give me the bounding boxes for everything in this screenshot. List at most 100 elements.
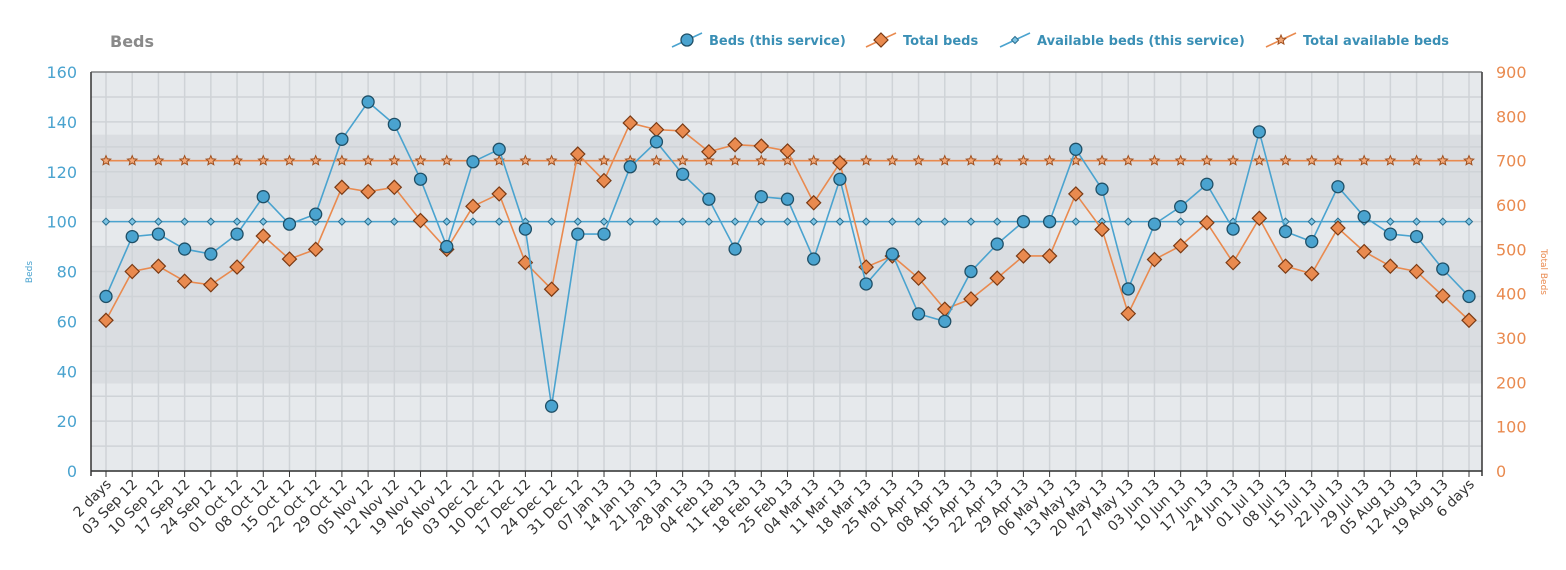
data-point bbox=[1041, 248, 1058, 264]
data-point bbox=[388, 154, 401, 166]
legend: Beds (this service) Total beds Available b… bbox=[671, 32, 1449, 49]
data-point bbox=[1434, 288, 1451, 304]
legend-label: Available beds (this service) bbox=[1037, 34, 1245, 49]
data-point bbox=[911, 307, 926, 321]
data-point bbox=[281, 251, 298, 267]
data-point bbox=[256, 190, 270, 204]
y-tick-label-left: 100 bbox=[46, 213, 77, 232]
data-point bbox=[676, 167, 690, 181]
data-point bbox=[334, 179, 350, 196]
y-tick-label-right: 200 bbox=[1496, 373, 1527, 392]
data-point bbox=[1172, 237, 1189, 254]
data-point bbox=[991, 154, 1004, 166]
data-point bbox=[1277, 258, 1294, 275]
data-point bbox=[1386, 217, 1395, 226]
legend-label: Beds (this service) bbox=[709, 34, 846, 49]
data-point bbox=[125, 229, 139, 244]
data-point bbox=[543, 281, 560, 298]
data-point bbox=[124, 263, 141, 280]
data-point bbox=[1358, 154, 1371, 166]
data-point bbox=[1199, 214, 1215, 231]
data-point bbox=[494, 217, 504, 226]
data-point bbox=[1410, 154, 1423, 166]
data-point bbox=[1122, 154, 1135, 166]
data-point bbox=[701, 143, 717, 160]
data-point bbox=[1383, 227, 1398, 241]
data-point bbox=[938, 314, 952, 329]
data-point bbox=[835, 217, 845, 226]
y-tick-label-left: 160 bbox=[46, 63, 77, 82]
data-point bbox=[178, 154, 191, 166]
data-point bbox=[100, 154, 112, 166]
data-point bbox=[386, 179, 403, 196]
data-point bbox=[363, 217, 373, 226]
data-point bbox=[492, 142, 506, 156]
data-point bbox=[1095, 182, 1109, 196]
data-point bbox=[1146, 251, 1163, 268]
data-point bbox=[727, 136, 743, 153]
data-point bbox=[206, 217, 216, 226]
data-point bbox=[466, 155, 480, 169]
data-point bbox=[1096, 154, 1108, 166]
series-beds-this-service bbox=[99, 95, 1476, 413]
data-point bbox=[1305, 234, 1319, 249]
data-point bbox=[780, 192, 795, 206]
data-point bbox=[702, 192, 716, 206]
data-point bbox=[623, 160, 637, 174]
y-tick-label-left: 120 bbox=[46, 163, 77, 182]
data-point bbox=[204, 154, 217, 166]
y-tick-label-left: 40 bbox=[57, 362, 77, 381]
data-point bbox=[888, 217, 897, 226]
y-tick-label-left: 0 bbox=[67, 462, 77, 481]
data-point bbox=[914, 217, 923, 226]
data-point bbox=[1176, 217, 1185, 226]
data-point bbox=[1225, 254, 1241, 271]
data-point bbox=[678, 217, 687, 226]
data-point bbox=[728, 242, 742, 256]
data-point bbox=[468, 217, 478, 226]
data-point bbox=[1252, 125, 1266, 139]
data-point bbox=[101, 217, 111, 226]
y-axis-label-right: Total Beds bbox=[1538, 248, 1548, 295]
data-point bbox=[1331, 154, 1344, 166]
data-point bbox=[861, 217, 871, 226]
data-point bbox=[783, 217, 792, 226]
data-point bbox=[833, 172, 847, 186]
data-point bbox=[1278, 224, 1293, 239]
legend-label: Total beds bbox=[903, 34, 978, 49]
data-point bbox=[832, 155, 848, 171]
data-point bbox=[518, 222, 533, 236]
data-point bbox=[1409, 229, 1424, 244]
background-band bbox=[91, 383, 1482, 471]
data-point bbox=[989, 270, 1006, 286]
data-point bbox=[1174, 154, 1187, 166]
data-point bbox=[154, 217, 163, 226]
background-band bbox=[91, 72, 1482, 135]
data-point bbox=[1016, 214, 1031, 229]
series-layer bbox=[98, 95, 1477, 413]
data-point bbox=[1382, 258, 1399, 275]
data-point bbox=[596, 172, 612, 189]
data-point bbox=[1042, 214, 1057, 229]
data-point bbox=[1438, 217, 1447, 226]
y-tick-label-left: 80 bbox=[57, 263, 77, 282]
data-point bbox=[1253, 154, 1266, 166]
data-point bbox=[809, 217, 818, 226]
data-point bbox=[885, 247, 899, 261]
data-point bbox=[807, 154, 820, 166]
data-point bbox=[807, 252, 821, 266]
data-point bbox=[128, 217, 137, 226]
data-point bbox=[992, 217, 1002, 226]
data-point bbox=[1436, 154, 1449, 166]
data-point bbox=[1279, 154, 1292, 166]
y-tick-label-left: 140 bbox=[46, 113, 77, 132]
data-point bbox=[1174, 200, 1188, 214]
data-point bbox=[335, 154, 348, 166]
data-point bbox=[544, 399, 559, 413]
data-point bbox=[257, 154, 270, 166]
data-point bbox=[1017, 154, 1030, 166]
y-tick-label-right: 600 bbox=[1496, 196, 1527, 215]
y-tick-label-right: 300 bbox=[1496, 329, 1527, 348]
data-point bbox=[283, 154, 296, 166]
y-tick-label-right: 400 bbox=[1496, 285, 1527, 304]
